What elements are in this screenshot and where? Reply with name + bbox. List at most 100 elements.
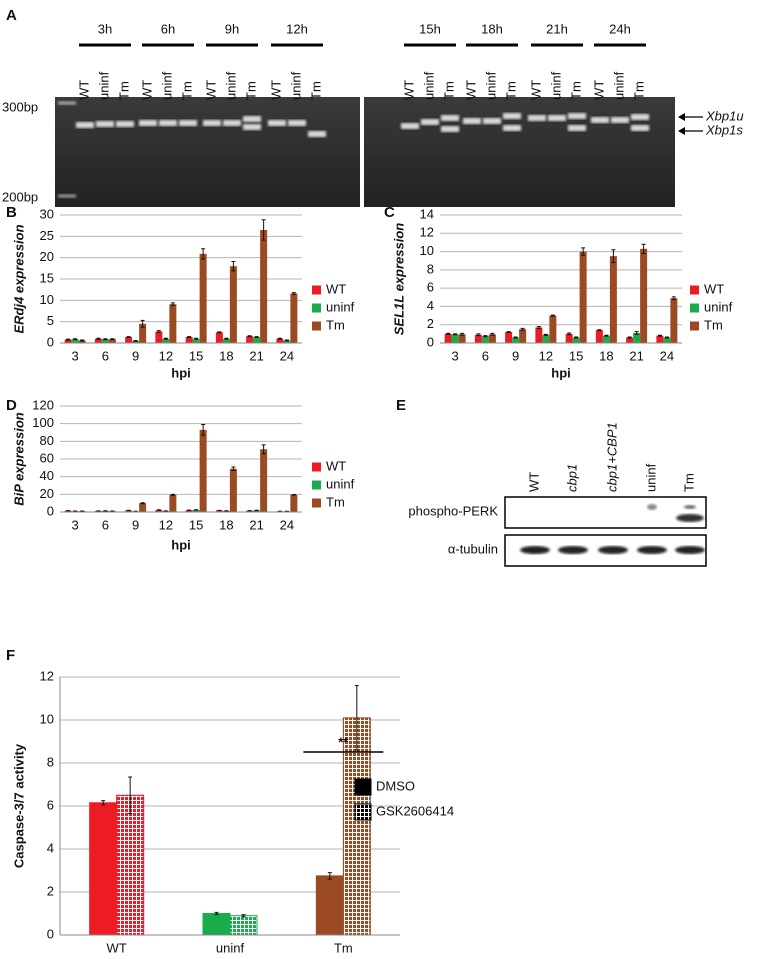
error-bar [460,332,465,336]
x-tick-label: 12 [159,348,173,363]
bar [640,248,648,343]
bar [572,337,580,343]
error-bar [550,314,555,317]
error-bar [476,333,481,337]
bar [169,304,177,343]
error-bar [506,331,511,333]
bar [488,334,496,343]
y-tick-label: 6 [427,280,434,295]
y-tick-label: 14 [420,206,434,221]
blot-band [637,546,667,554]
gel-band [503,125,521,131]
lane-label: WT [591,80,606,100]
bar [276,338,284,343]
legend-label: WT [326,281,346,296]
legend-swatch [690,321,699,331]
error-bar [567,332,572,336]
annotation: ** [338,734,349,749]
lane-label: WT [76,80,91,100]
x-tick-label: 24 [280,517,294,532]
bar [155,509,163,512]
error-bar [103,338,108,341]
error-bar [201,424,206,436]
error-bar [110,338,115,341]
bar [246,510,254,512]
legend-swatch [312,303,321,313]
arrow-head [678,127,685,135]
x-tick-label: 18 [599,348,613,363]
bar [185,337,193,343]
lane-label: Tm [631,81,646,100]
y-tick-label: 8 [427,261,434,276]
error-bar [217,331,222,334]
error-bar [241,914,246,918]
y-axis-label: Caspase-3/7 activity [11,743,26,868]
bar [162,338,170,343]
x-tick-label: 18 [219,517,233,532]
error-bar [291,292,296,295]
y-tick-label: 10 [40,292,54,307]
marker-band [58,101,76,105]
error-bar [133,339,138,342]
legend-label: Tm [326,317,345,332]
x-tick-label: Tm [334,940,353,955]
y-tick-label: 100 [32,415,54,430]
bar [229,468,237,512]
blot-band [676,514,704,522]
x-tick-label: 24 [280,348,294,363]
lane-label: cbp1+CBP1 [604,422,619,492]
x-tick-label: 21 [629,348,643,363]
error-bar [634,331,639,335]
bar [656,335,664,343]
bar [125,510,133,512]
band-label: Xbp1s [705,122,743,137]
bar [199,253,207,343]
bar [246,336,254,343]
y-tick-label: 2 [47,883,54,898]
error-bar [96,337,101,340]
bar [125,337,133,343]
y-tick-label: 80 [40,433,54,448]
y-tick-label: 12 [420,225,434,240]
error-bar [140,319,145,328]
gel-band [76,122,94,128]
y-tick-label: 20 [40,249,54,264]
legend-swatch [312,480,321,490]
blot-band [598,546,628,554]
lane-label: uninf [96,71,111,100]
error-bar [284,339,289,342]
lane-label: uninf [159,71,174,100]
bar [444,333,452,343]
bar [519,329,527,343]
legend-swatch [690,303,699,313]
lane-label: WT [528,80,543,100]
y-tick-label: 30 [40,206,54,221]
lane-label: uninf [643,463,658,492]
blot-band [647,504,657,510]
y-tick-label: 2 [427,316,434,331]
error-bar [641,243,646,254]
bar [64,510,72,512]
lane-label: WT [268,80,283,100]
legend-label: uninf [326,299,355,314]
error-bar [66,338,71,341]
bar [602,335,610,343]
y-tick-label: 120 [32,397,54,412]
bar [595,330,603,343]
legend-label: WT [704,281,724,296]
gel-band [568,113,586,119]
bar [229,266,237,343]
error-bar [126,336,131,338]
bar [663,337,671,343]
y-tick-label: 10 [420,243,434,258]
bar [202,913,231,936]
legend-label: uninf [326,476,355,491]
bar [670,298,678,343]
y-axis-label: ERdj4 expression [11,224,26,333]
row-label: α-tubulin [448,541,498,556]
y-tick-label: 0 [47,926,54,941]
gel-left [55,97,360,207]
lane-label: uninf [611,71,626,100]
x-tick-label: 6 [102,348,109,363]
error-bar [611,249,616,264]
